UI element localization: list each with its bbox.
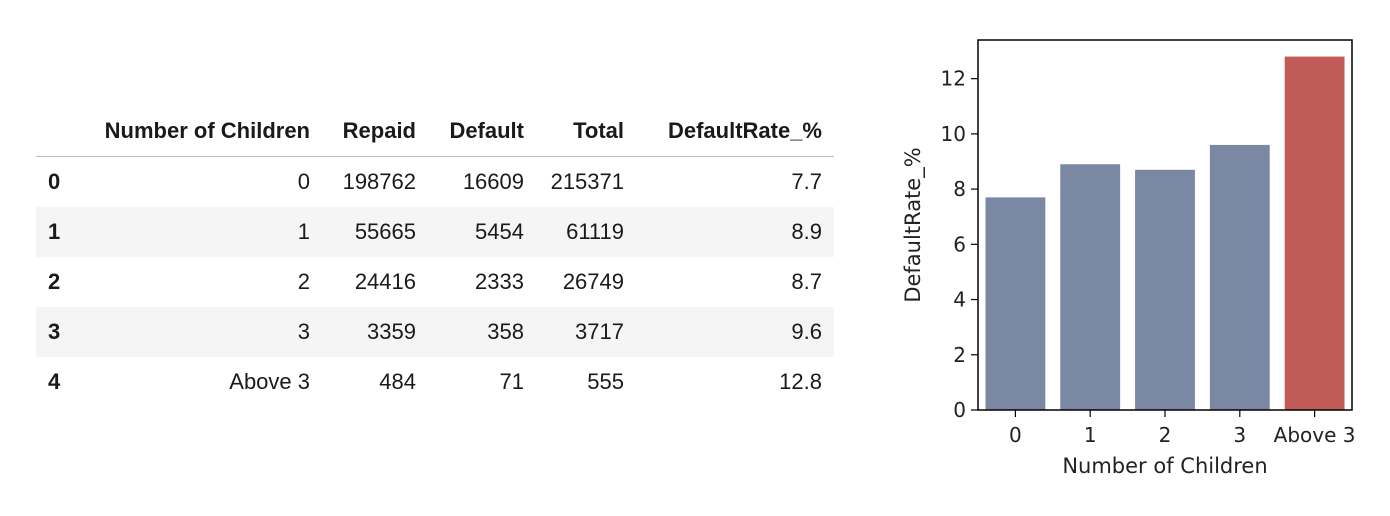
plot-frame <box>977 39 1353 411</box>
column-header-total: Total <box>536 106 636 157</box>
row-index: 3 <box>48 319 61 344</box>
table-row: 2 2 24416 2333 26749 8.7 <box>36 257 834 307</box>
table-header-row: Number of Children Repaid Default Total … <box>36 106 834 157</box>
table-row: 3 3 3359 358 3717 9.6 <box>36 307 834 357</box>
cell-default: 2333 <box>475 269 524 294</box>
column-header-number-of-children: Number of Children <box>84 106 322 157</box>
cell-default-rate: 8.9 <box>791 219 822 244</box>
cell-repaid: 24416 <box>354 269 416 294</box>
cell-total: 61119 <box>566 219 624 244</box>
row-index: 4 <box>48 369 61 394</box>
row-index: 0 <box>48 169 61 194</box>
y-tick-label: 8 <box>953 177 966 201</box>
cell-children: Above 3 <box>229 369 310 394</box>
cell-children: 2 <box>297 269 310 294</box>
cell-default-rate: 8.7 <box>791 269 822 294</box>
bar-0 <box>985 197 1046 410</box>
cell-children: 0 <box>297 169 310 194</box>
bars-group <box>985 56 1345 410</box>
cell-total: 26749 <box>562 269 624 294</box>
row-index: 2 <box>48 269 61 294</box>
cell-default-rate: 9.6 <box>791 319 822 344</box>
cell-repaid: 3359 <box>367 319 416 344</box>
dataframe-table: Number of Children Repaid Default Total … <box>36 106 834 407</box>
bar-above-3 <box>1284 56 1345 410</box>
bar-2 <box>1135 169 1195 410</box>
cell-repaid: 198762 <box>342 169 416 194</box>
x-tick-label: 0 <box>1009 423 1022 447</box>
cell-total: 555 <box>587 369 624 394</box>
y-tick-label: 12 <box>941 67 966 91</box>
y-axis-ticks: 0 2 4 6 8 10 12 <box>941 67 978 422</box>
cell-default: 5454 <box>475 219 524 244</box>
y-axis-label: DefaultRate_% <box>901 147 926 302</box>
y-tick-label: 0 <box>953 398 966 422</box>
y-tick-label: 6 <box>953 232 966 256</box>
cell-repaid: 55665 <box>354 219 416 244</box>
cell-repaid: 484 <box>379 369 416 394</box>
table-body: 0 0 198762 16609 215371 7.7 1 1 55665 54… <box>36 156 834 407</box>
column-header-default-rate: DefaultRate_% <box>636 106 834 157</box>
x-tick-label: 1 <box>1084 423 1097 447</box>
column-header-default: Default <box>428 106 536 157</box>
x-tick-label: 3 <box>1233 423 1246 447</box>
table-header: Number of Children Repaid Default Total … <box>36 106 834 157</box>
x-tick-label: Above 3 <box>1274 423 1356 447</box>
table-row: 0 0 198762 16609 215371 7.7 <box>36 156 834 207</box>
x-tick-label: 2 <box>1159 423 1172 447</box>
y-tick-label: 10 <box>941 122 966 146</box>
bar-3 <box>1209 144 1270 410</box>
x-axis-ticks: 0 1 2 3 Above 3 <box>1009 410 1356 447</box>
x-axis-label: Number of Children <box>1062 454 1267 478</box>
cell-default: 71 <box>499 369 524 394</box>
table-row: 1 1 55665 5454 61119 8.9 <box>36 207 834 257</box>
index-column-header <box>36 106 84 157</box>
cell-total: 215371 <box>550 169 624 194</box>
column-header-repaid: Repaid <box>322 106 428 157</box>
cell-default: 16609 <box>462 169 524 194</box>
y-tick-label: 2 <box>953 343 966 367</box>
cell-total: 3717 <box>575 319 624 344</box>
cell-children: 3 <box>297 319 310 344</box>
bar-1 <box>1060 164 1121 410</box>
cell-children: 1 <box>297 219 310 244</box>
cell-default: 358 <box>487 319 524 344</box>
cell-default-rate: 12.8 <box>779 369 822 394</box>
cell-default-rate: 7.7 <box>791 169 822 194</box>
y-tick-label: 4 <box>953 288 966 312</box>
table-row: 4 Above 3 484 71 555 12.8 <box>36 357 834 407</box>
row-index: 1 <box>48 219 61 244</box>
